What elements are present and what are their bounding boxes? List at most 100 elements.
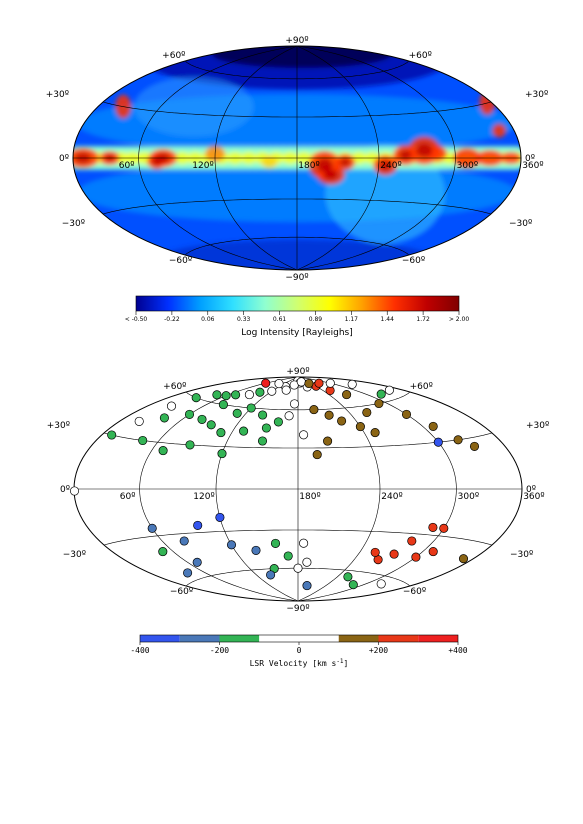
hvc-point [281,385,291,395]
lat-label: 0º [526,485,536,495]
hvc-point [283,551,293,561]
lat-label: 0º [60,485,70,495]
hvc-point [166,401,177,411]
hvc-point [258,410,268,420]
hvc-point [185,440,195,450]
hvc-point [226,540,237,550]
colorbar1-tick-label: < -0.50 [125,316,148,323]
hvc-point [183,568,193,578]
lat-label: −30º [62,219,85,229]
intensity-region [379,160,392,171]
hvc-point [289,399,300,409]
hvc-point [376,579,386,589]
hvc-point [134,416,144,426]
colorbar2-bin [338,635,379,642]
hvc-point [302,557,312,567]
hvc-point [147,523,157,533]
hvc-point [428,421,438,431]
hvc-point [374,398,384,409]
hvc-point [221,391,231,401]
hvc-point [355,422,365,432]
hvc-point [197,414,207,424]
hvc-point [323,436,333,446]
colorbar1-tick-label: 1.17 [345,316,359,323]
colorbar2-bin [259,635,299,642]
lat-label: +30º [46,90,69,100]
hvc-point [215,512,225,522]
lon-label: 240º [381,492,402,502]
intensity-colorbar: < -0.50 -0.22 0.06 0.33 0.61 0.89 1.17 1.44 1.72… [125,295,469,338]
hvc-point [284,411,294,421]
hvc-point [193,520,203,530]
velocity-map: +90º +60º +60º +30º +30º 0º 0º −30º −30º −60º −60º… [47,367,549,614]
intensity-region [133,76,254,137]
hvc-point [251,545,261,555]
lat-label: +30º [47,421,70,431]
hvc-point [267,386,277,396]
hvc-point [107,430,117,440]
hvc-point [309,405,319,415]
graticule-meridian [138,46,298,270]
graticule-meridian [139,376,299,602]
colorbar2-label: LSR Velocity [km s-1] [250,658,349,668]
lat-label: 0º [525,154,535,164]
colorbar2-label-main: LSR Velocity [km s [250,659,337,668]
lon-label: 360º [523,492,544,502]
hvc-point [296,377,306,387]
lon-label: 120º [193,492,214,502]
hvc-point [411,552,421,562]
map1-border [72,45,522,271]
hvc-point [266,570,276,580]
colorbar2-bin [418,635,458,642]
lon-label: 360º [522,161,543,171]
lat-label: −30º [510,550,533,560]
hvc-point [273,417,283,427]
colorbar2-label-sup: -1 [336,658,344,665]
colorbar2-tick-label: 0 [297,646,302,655]
hvc-point [257,436,268,446]
hvc-point [347,379,357,389]
intensity-region [340,158,351,167]
hvc-point [299,430,309,440]
colorbar2-tick-label: +200 [369,646,388,655]
hvc-point [184,409,195,419]
colorbar2-bin [219,635,260,642]
lon-label: 180º [299,492,320,502]
map2-points [69,376,480,591]
map1-graticule [73,46,521,270]
lat-label: +90º [285,36,308,46]
lat-label: −60º [169,256,192,266]
colorbar2-tick-label: -400 [130,646,149,655]
lat-label: +30º [525,90,548,100]
lat-label: −90º [286,604,309,614]
lat-label: −60º [403,587,426,597]
hvc-point [337,416,347,426]
hvc-point [384,385,394,395]
hvc-point [244,390,254,400]
colorbar1-tick-label: 0.06 [201,316,215,323]
hvc-point [370,547,380,557]
hvc-point [312,450,322,460]
intensity-region [261,156,278,169]
intensity-region [416,143,433,158]
graticule-meridian [296,46,380,270]
hvc-point [389,549,399,559]
colorbar1-tick-label: 0.61 [273,316,287,323]
colorbar2-bin [378,635,419,642]
intensity-map: +90º +60º +60º +30º +30º 0º 0º −30º −30º −60º −60º… [46,36,548,283]
lon-label: 300º [458,492,479,502]
hvc-point [428,547,438,557]
colorbar1-tick-label: 0.33 [237,316,251,323]
hvc-point [453,435,463,445]
hvc-point [158,446,168,456]
hvc-point [325,378,335,388]
hvc-point [217,449,227,459]
lat-label: +90º [286,367,309,377]
hvc-point [428,522,438,532]
colorbar1-tick-label: > 2.00 [449,316,469,323]
intensity-region [323,169,338,180]
velocity-colorbar: -400 -200 0 +200 +400 LSR Velocity [km s-1] [130,634,468,668]
lat-label: −90º [285,273,308,283]
graticule-meridian [214,46,298,270]
